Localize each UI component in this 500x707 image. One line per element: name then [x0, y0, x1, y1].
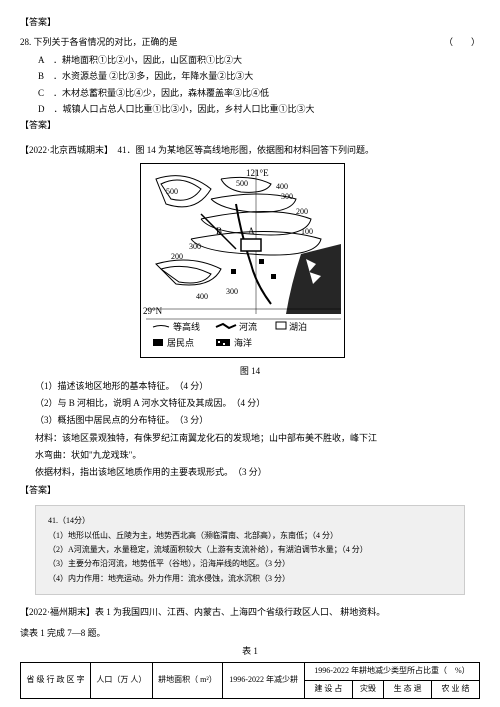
svg-text:200: 200: [171, 252, 183, 261]
svg-text:400: 400: [276, 182, 288, 191]
svg-text:海洋: 海洋: [234, 337, 252, 348]
ans-header: 41.（14分）: [48, 514, 452, 528]
q28-stem-line: 28. 下列关于各省情况的对比，正确的是 （ ）: [20, 35, 480, 49]
data-table: 省 级 行 政 区 字 人口（万 人） 耕地面积（ m²） 1996-2022 …: [20, 662, 480, 699]
q28-option-c: C ．木材总蓄积量③比④少，因此，森林覆盖率③比④低: [20, 86, 480, 100]
q28-option-a: A ．耕地面积①比②小，因此，山区面积①比②大: [20, 53, 480, 67]
ans-3: （3）主要分布沿河流，地势低平（谷地），沿海岸线的地区。（3 分）: [48, 557, 452, 571]
fuzhou-header: 【2022·福州期末】表 1 为我国四川、江西、内蒙古、上海四个省级行政区人口、…: [20, 605, 480, 619]
table-header-row: 省 级 行 政 区 字 人口（万 人） 耕地面积（ m²） 1996-2022 …: [21, 663, 480, 681]
ans-4: （4）内力作用：地壳运动。外力作用：流水侵蚀，流水沉积（3 分）: [48, 572, 452, 586]
q28-option-d: D ．城镇人口占总人口比重①比③小，因此，乡村人口比重①比③大: [20, 102, 480, 116]
answer-marker-1: 【答案】: [20, 15, 480, 29]
sub-construction: 建 设 占: [304, 681, 352, 699]
lon-label: 121°E: [246, 168, 269, 178]
contour-map-figure: 121°E 29°N 500 500 300 400 200 100 400 3…: [140, 163, 345, 358]
svg-text:B: B: [216, 226, 222, 236]
svg-text:居民点: 居民点: [167, 338, 194, 348]
th-region: 省 级 行 政 区 字: [21, 663, 91, 699]
th-pop: 人口（万 人）: [91, 663, 152, 699]
answer-box: 41.（14分） （1）地形以低山、丘陵为主，地势西北高（濒临渭南、北部高），东…: [35, 505, 465, 595]
q41-sub2: （2）与 B 河相比，说明 A 河水文特征及其成因。 （4 分）: [20, 396, 480, 410]
svg-text:河流: 河流: [239, 321, 257, 332]
th-decrease: 1996-2022 年减少耕: [223, 663, 305, 699]
q41-header: 【2022·北京西城期末】 41．图 14 为某地区等高线地形图，依据图和材料回…: [20, 143, 480, 157]
q28-stem: 28. 下列关于各省情况的对比，正确的是: [20, 35, 178, 49]
q41-material1: 材料：该地区景观独特，有侏罗纪江南翼龙化石的发现地；山中部布美不胜收，峰下江: [20, 431, 480, 445]
svg-text:300: 300: [189, 242, 201, 251]
table-caption: 表 1: [20, 644, 480, 658]
answer-marker-3: 【答案】: [20, 483, 480, 497]
svg-text:100: 100: [301, 227, 313, 236]
sub-agri: 农 业 结: [432, 681, 480, 699]
figure-caption: 图 14: [20, 364, 480, 378]
sub-disaster: 灾毁: [352, 681, 383, 699]
q41-sub1: （1）描述该地区地形的基本特征。 （4 分）: [20, 379, 480, 393]
svg-text:500: 500: [236, 179, 248, 188]
th-area: 耕地面积（ m²）: [152, 663, 223, 699]
svg-text:200: 200: [296, 207, 308, 216]
q41-material2: 水弯曲：状如"九龙戏珠"。: [20, 448, 480, 462]
q28-option-b: B ．水资源总量 ②比③多，因此，年降水量②比③大: [20, 69, 480, 83]
ans-1: （1）地形以低山、丘陵为主，地势西北高（濒临渭南、北部高），东南低；（4 分）: [48, 529, 452, 543]
q28-paren: （ ）: [444, 35, 480, 49]
svg-text:300: 300: [281, 192, 293, 201]
lat-label: 29°N: [143, 306, 163, 316]
svg-text:500: 500: [166, 187, 178, 196]
q41-sub4: 依据材料，指出该地区地质作用的主要表现形式。 （3 分）: [20, 465, 480, 479]
svg-text:A: A: [248, 226, 255, 236]
ans-2: （2）A河流量大，水量稳定，流域面积较大（上游有支流补给），有湖泊调节水量；（4…: [48, 543, 452, 557]
svg-text:湖泊: 湖泊: [289, 322, 307, 332]
svg-text:300: 300: [226, 287, 238, 296]
svg-text:400: 400: [196, 292, 208, 301]
q41-sub3: （3）概括图中居民点的分布特征。 （3 分）: [20, 413, 480, 427]
answer-marker-2: 【答案】: [20, 118, 480, 132]
th-types: 1996-2022 年耕地减少类型所占比重（ %）: [304, 663, 479, 681]
fuzhou-instruction: 读表 1 完成 7—8 题。: [20, 626, 480, 640]
sub-eco: 生 态 退: [384, 681, 432, 699]
svg-text:等高线: 等高线: [173, 321, 200, 332]
